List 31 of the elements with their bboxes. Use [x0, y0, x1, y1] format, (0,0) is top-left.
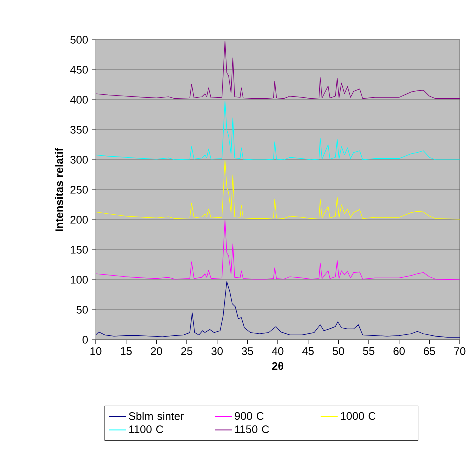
- y-tick-label: 200: [70, 216, 88, 224]
- x-tick-label: 30: [212, 348, 223, 356]
- x-axis-title: 2θ: [272, 362, 284, 370]
- x-tick-label: 45: [302, 348, 314, 356]
- legend-label: Sblm sinter: [129, 412, 184, 420]
- x-tick-label: 35: [242, 348, 254, 356]
- legend-label: 1150 C: [235, 426, 270, 434]
- y-tick-label: 250: [70, 186, 88, 194]
- x-tick-label: 60: [394, 348, 405, 356]
- x-tick-label: 65: [424, 348, 436, 356]
- x-tick-label: 25: [181, 348, 193, 356]
- legend-label: 1000 C: [341, 412, 376, 420]
- y-tick-label: 400: [70, 96, 88, 104]
- y-tick-label: 0: [82, 336, 88, 344]
- legend-label: 900 C: [235, 412, 264, 420]
- x-tick-label: 55: [363, 348, 375, 356]
- y-axis-title: Intensitas relatif: [55, 148, 64, 232]
- y-tick-label: 50: [76, 306, 88, 314]
- x-tick-label: 70: [454, 348, 466, 356]
- y-tick-label: 350: [70, 126, 88, 134]
- y-tick-label: 100: [71, 276, 88, 284]
- legend-label: 1100 C: [130, 426, 164, 434]
- y-tick-label: 450: [70, 66, 88, 74]
- x-tick-label: 50: [333, 348, 344, 356]
- y-tick-label: 500: [70, 36, 88, 44]
- x-tick-label: 10: [90, 348, 102, 356]
- x-tick-label: 40: [272, 348, 284, 356]
- y-tick-label: 150: [71, 246, 88, 254]
- x-tick-label: 15: [121, 348, 132, 356]
- y-tick-label: 300: [70, 156, 88, 164]
- x-tick-label: 20: [151, 348, 162, 356]
